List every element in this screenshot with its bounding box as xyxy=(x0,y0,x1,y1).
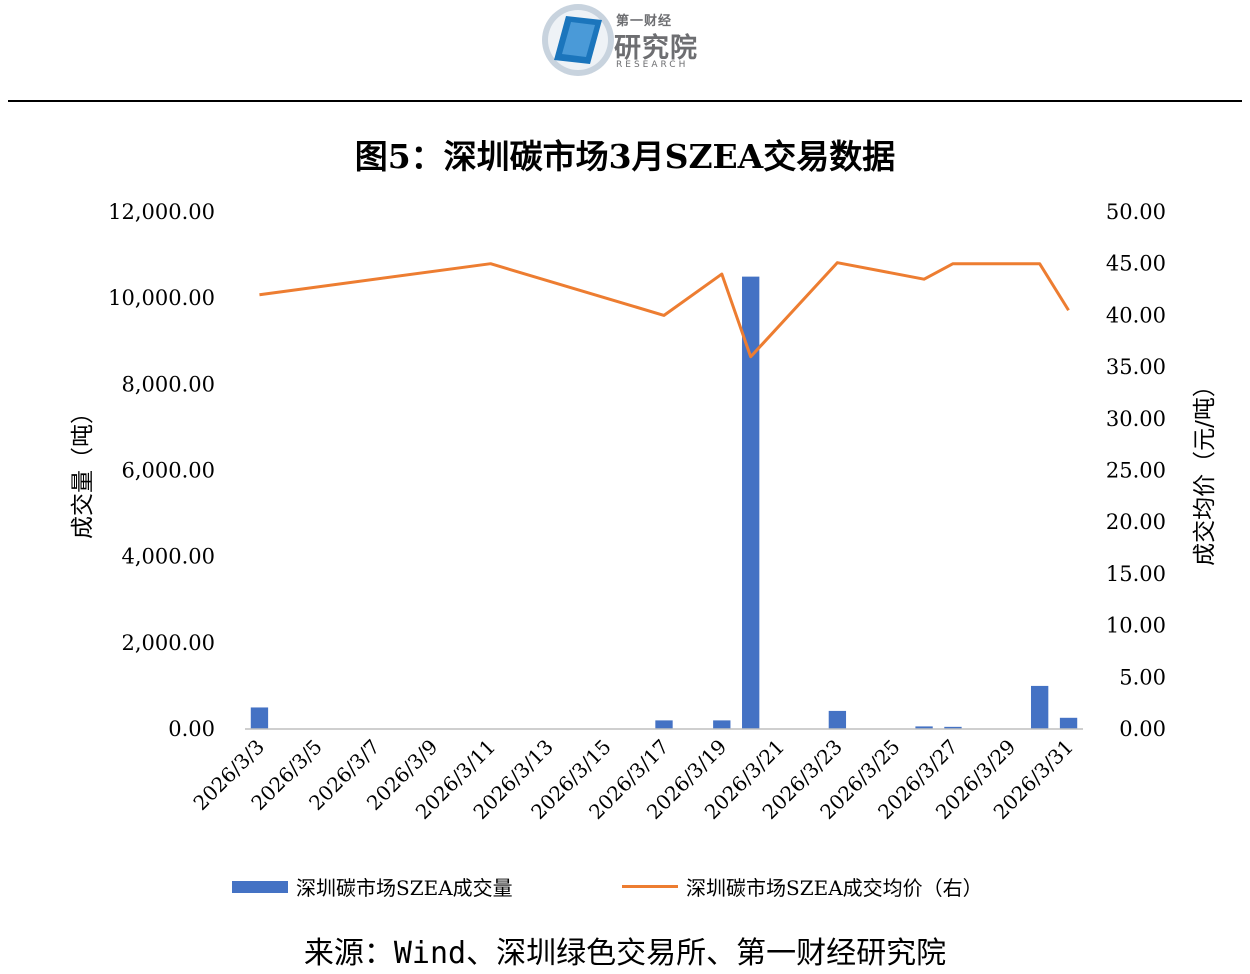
y-right-tick-label: 25.00 xyxy=(1106,459,1166,483)
volume-bar xyxy=(713,720,731,729)
logo-small-text: 第一财经 xyxy=(616,14,673,29)
y-left-tick-label: 10,000.00 xyxy=(108,286,215,310)
y-left-tick-label: 12,000.00 xyxy=(108,200,215,224)
volume-bar xyxy=(1059,717,1078,729)
y-right-tick-label: 35.00 xyxy=(1106,355,1166,379)
y-left-tick-label: 8,000.00 xyxy=(121,372,215,396)
y-right-tick-label: 40.00 xyxy=(1106,303,1166,327)
y-right-tick-label: 30.00 xyxy=(1106,407,1166,431)
combo-chart: 0.00 2,000.00 4,000.00 6,000.00 8,000.00 10,0… xyxy=(70,200,1218,824)
legend-item-price: 深圳碳市场SZEA成交均价（右） xyxy=(622,872,983,901)
legend-line-swatch xyxy=(622,885,678,888)
research-institute-logo: 第一财经 研究院 RESEARCH xyxy=(540,2,720,78)
y-right-tick-label: 0.00 xyxy=(1119,717,1166,741)
y-right-tick-label: 20.00 xyxy=(1106,510,1166,534)
y-left-tick-label: 2,000.00 xyxy=(121,631,215,655)
y-left-axis-title: 成交量（吨） xyxy=(70,401,96,539)
y-left-tick-label: 6,000.00 xyxy=(121,459,215,483)
legend-bar-swatch xyxy=(232,880,288,893)
source-note: 来源：Wind、深圳绿色交易所、第一财经研究院 xyxy=(303,936,947,971)
y-right-tick-label: 15.00 xyxy=(1106,562,1166,586)
chart-title: 图5：深圳碳市场3月SZEA交易数据 xyxy=(354,137,896,176)
volume-bar xyxy=(944,726,962,729)
logo-big-text: 研究院 xyxy=(614,33,698,64)
legend-label-volume: 深圳碳市场SZEA成交量 xyxy=(296,876,513,900)
legend-label-price: 深圳碳市场SZEA成交均价（右） xyxy=(686,876,983,900)
volume-bar xyxy=(250,707,269,729)
legend-item-volume: 深圳碳市场SZEA成交量 xyxy=(232,872,513,901)
y-right-tick-label: 50.00 xyxy=(1106,200,1166,224)
volume-bar xyxy=(828,710,847,729)
volume-bar xyxy=(1030,685,1049,729)
chart-legend: 深圳碳市场SZEA成交量 深圳碳市场SZEA成交均价（右） xyxy=(0,872,1250,902)
y-right-tick-label: 5.00 xyxy=(1119,665,1166,689)
header-divider xyxy=(8,100,1242,102)
y-left-tick-label: 0.00 xyxy=(168,717,215,741)
y-left-tick-label: 4,000.00 xyxy=(121,545,215,569)
price-line xyxy=(259,261,1070,359)
y-right-axis-title: 成交均价（元/吨） xyxy=(1192,374,1218,566)
volume-bar xyxy=(655,720,673,729)
volume-bar xyxy=(742,276,760,729)
logo-english-text: RESEARCH xyxy=(616,60,689,70)
logo-emblem-icon xyxy=(542,4,614,76)
volume-bar xyxy=(915,726,933,729)
y-right-tick-label: 45.00 xyxy=(1106,252,1166,276)
y-right-tick-label: 10.00 xyxy=(1106,614,1166,638)
